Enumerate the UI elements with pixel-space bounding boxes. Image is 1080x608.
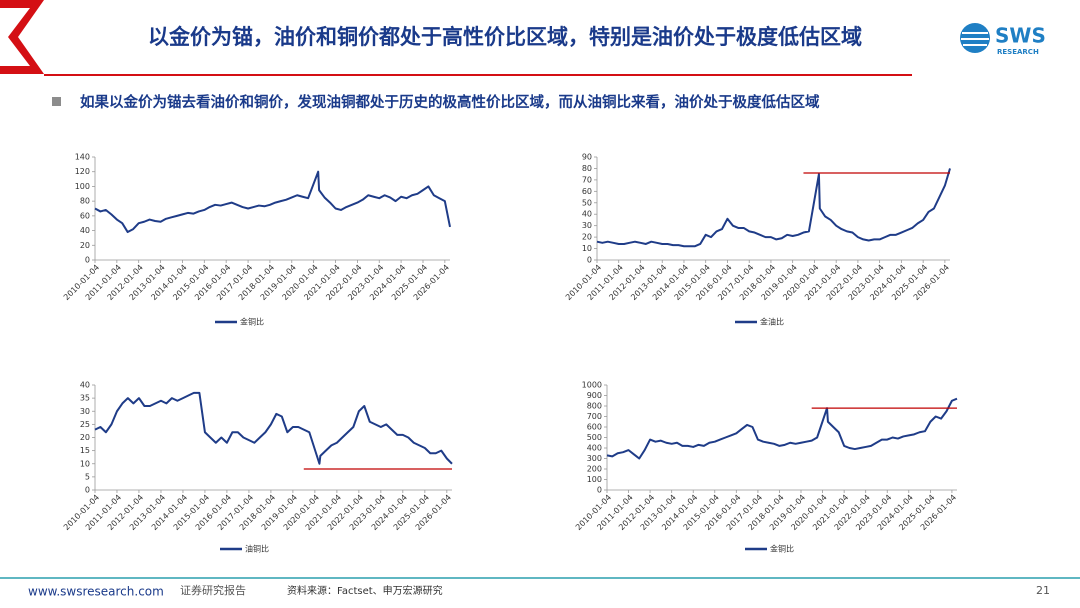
y-tick-label: 5	[85, 472, 90, 481]
data-line	[94, 391, 453, 465]
y-tick-label: 200	[587, 465, 602, 474]
slide-title: 以金价为锚，油价和铜价都处于高性价比区域，特别是油价处于极度低估区域	[148, 25, 862, 49]
y-tick-label: 30	[80, 407, 90, 416]
y-tick-label: 80	[80, 197, 90, 206]
y-tick-label: 90	[582, 153, 592, 162]
y-tick-label: 1000	[582, 381, 602, 390]
y-tick-label: 20	[80, 433, 90, 442]
y-tick-label: 600	[587, 423, 602, 432]
y-tick-label: 0	[85, 486, 90, 495]
y-tick-label: 80	[582, 164, 592, 173]
y-tick-label: 100	[75, 182, 90, 191]
legend-label: 金铜比	[770, 544, 794, 554]
y-tick-label: 0	[597, 486, 602, 495]
legend-label: 金油比	[760, 317, 784, 327]
bullet	[52, 97, 61, 106]
y-tick-label: 120	[75, 167, 90, 176]
footer-site: www.swsresearch.com	[28, 585, 164, 599]
legend-label: 油铜比	[245, 544, 269, 554]
y-tick-label: 60	[582, 187, 592, 196]
y-tick-label: 20	[582, 233, 592, 242]
y-tick-label: 40	[80, 381, 90, 390]
y-tick-label: 40	[582, 210, 592, 219]
y-tick-label: 20	[80, 241, 90, 250]
y-tick-label: 400	[587, 444, 602, 453]
logo-text: SWS	[995, 24, 1046, 48]
header-mark-inner	[0, 8, 30, 66]
y-tick-label: 10	[80, 459, 90, 468]
y-tick-label: 0	[85, 256, 90, 265]
data-line	[94, 170, 451, 234]
legend-label: 金铜比	[240, 317, 264, 327]
y-tick-label: 900	[587, 391, 602, 400]
y-tick-label: 60	[80, 211, 90, 220]
y-tick-label: 30	[582, 221, 592, 230]
y-tick-label: 700	[587, 412, 602, 421]
y-tick-label: 40	[80, 226, 90, 235]
y-tick-label: 35	[80, 394, 90, 403]
footer-kind: 证券研究报告	[180, 583, 246, 597]
data-line	[606, 397, 958, 460]
y-tick-label: 15	[80, 446, 90, 455]
y-tick-label: 0	[587, 256, 592, 265]
y-tick-label: 50	[582, 198, 592, 207]
y-tick-label: 140	[75, 153, 90, 162]
y-tick-label: 500	[587, 433, 602, 442]
data-line	[596, 168, 951, 248]
y-tick-label: 800	[587, 402, 602, 411]
page-number: 21	[1036, 584, 1050, 597]
y-tick-label: 300	[587, 454, 602, 463]
y-tick-label: 70	[582, 175, 592, 184]
logo-subtext: RESEARCH	[997, 48, 1039, 56]
logo: SWS RESEARCH	[960, 23, 1046, 56]
subtitle: 如果以金价为锚去看油价和铜价，发现油铜都处于历史的极高性价比区域，而从油铜比来看…	[80, 93, 820, 111]
y-tick-label: 25	[80, 420, 90, 429]
footer-source: 资料来源：Factset、申万宏源研究	[287, 584, 443, 597]
y-tick-label: 100	[587, 475, 602, 484]
y-tick-label: 10	[582, 244, 592, 253]
